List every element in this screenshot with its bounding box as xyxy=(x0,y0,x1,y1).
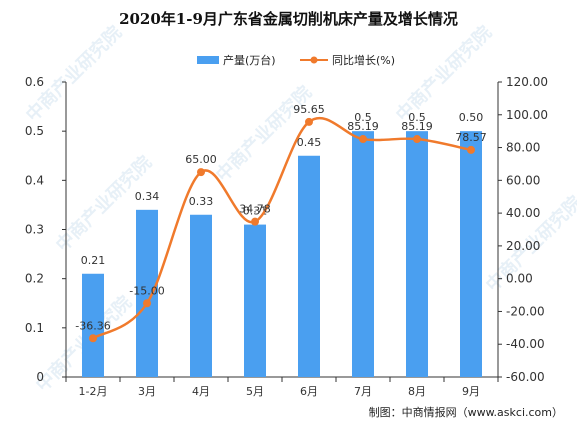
right-axis-tick-label: 20.00 xyxy=(506,239,540,253)
right-axis-tick-label: 120.00 xyxy=(506,75,548,89)
left-axis-tick-label: 0 xyxy=(36,370,44,384)
right-axis-tick-label: -20.00 xyxy=(506,304,545,318)
bar xyxy=(352,131,374,377)
bar-data-label: 0.45 xyxy=(297,136,322,149)
legend-item-bar: 产量(万台) xyxy=(197,52,276,68)
growth-point xyxy=(305,117,313,126)
bar-data-label: 0.33 xyxy=(189,195,214,208)
right-axis-tick-label: 100.00 xyxy=(506,108,548,122)
growth-point xyxy=(359,135,367,144)
right-axis-tick-label: -40.00 xyxy=(506,337,545,351)
line-data-label: 65.00 xyxy=(185,153,217,166)
bar-data-label: 0.5 xyxy=(408,111,426,124)
x-axis-tick-label: 8月 xyxy=(408,385,426,398)
x-axis-tick-label: 9月 xyxy=(462,385,480,398)
line-data-label: 95.65 xyxy=(293,103,325,116)
bar-data-label: 0.34 xyxy=(135,190,160,203)
x-axis-tick-label: 6月 xyxy=(300,385,318,398)
bar-data-label: 0.5 xyxy=(354,111,372,124)
x-axis-tick-label: 3月 xyxy=(138,385,156,398)
right-axis-tick-label: 80.00 xyxy=(506,141,540,155)
left-axis-tick-label: 0.5 xyxy=(25,124,44,138)
legend-bar-label: 产量(万台) xyxy=(223,54,276,67)
right-axis-tick-label: -60.00 xyxy=(506,370,545,384)
bar xyxy=(82,273,104,377)
bar xyxy=(298,155,320,377)
bar xyxy=(190,214,212,377)
line-data-label: -36.36 xyxy=(75,319,110,332)
bar xyxy=(136,209,158,377)
x-axis-tick-label: 1-2月 xyxy=(79,385,108,398)
growth-point xyxy=(89,334,97,343)
left-axis-tick-label: 0.3 xyxy=(25,223,44,237)
left-axis-tick-label: 0.6 xyxy=(25,75,44,89)
left-axis-tick-label: 0.2 xyxy=(25,272,44,286)
x-axis-tick-label: 5月 xyxy=(246,385,264,398)
legend-bar-swatch xyxy=(197,56,219,64)
legend-item-line: 同比增长(%) xyxy=(300,52,395,68)
growth-point xyxy=(467,145,475,154)
left-axis-tick-label: 0.1 xyxy=(25,321,44,335)
bar xyxy=(244,224,266,377)
legend-line-swatch xyxy=(300,56,328,64)
left-axis-tick-label: 0.4 xyxy=(25,173,44,187)
line-data-label: 85.19 xyxy=(347,120,379,133)
right-axis-tick-label: 60.00 xyxy=(506,173,540,187)
growth-point xyxy=(197,168,205,177)
line-data-label: 85.19 xyxy=(401,120,433,133)
chart-title: 2020年1-9月广东省金属切削机床产量及增长情况 xyxy=(119,10,458,28)
bar-data-label: 0.21 xyxy=(81,254,106,267)
x-axis-tick-label: 4月 xyxy=(192,385,210,398)
bar xyxy=(460,131,482,377)
line-data-label: -15.00 xyxy=(129,284,164,297)
bar xyxy=(406,131,428,377)
right-axis-tick-label: 0.00 xyxy=(506,272,533,286)
growth-point xyxy=(143,299,151,308)
line-data-label: 78.57 xyxy=(455,131,487,144)
x-axis-tick-label: 7月 xyxy=(354,385,372,398)
legend-line-label: 同比增长(%) xyxy=(332,54,396,67)
bar-data-label: 0.50 xyxy=(459,111,484,124)
growth-line xyxy=(92,116,472,340)
chart-credit: 制图：中商情报网（www.askci.com） xyxy=(368,406,563,419)
line-data-label: 34.78 xyxy=(239,203,271,216)
legend: 产量(万台) 同比增长(%) xyxy=(0,52,577,68)
growth-point xyxy=(251,217,259,226)
growth-point xyxy=(413,135,421,144)
right-axis-tick-label: 40.00 xyxy=(506,206,540,220)
